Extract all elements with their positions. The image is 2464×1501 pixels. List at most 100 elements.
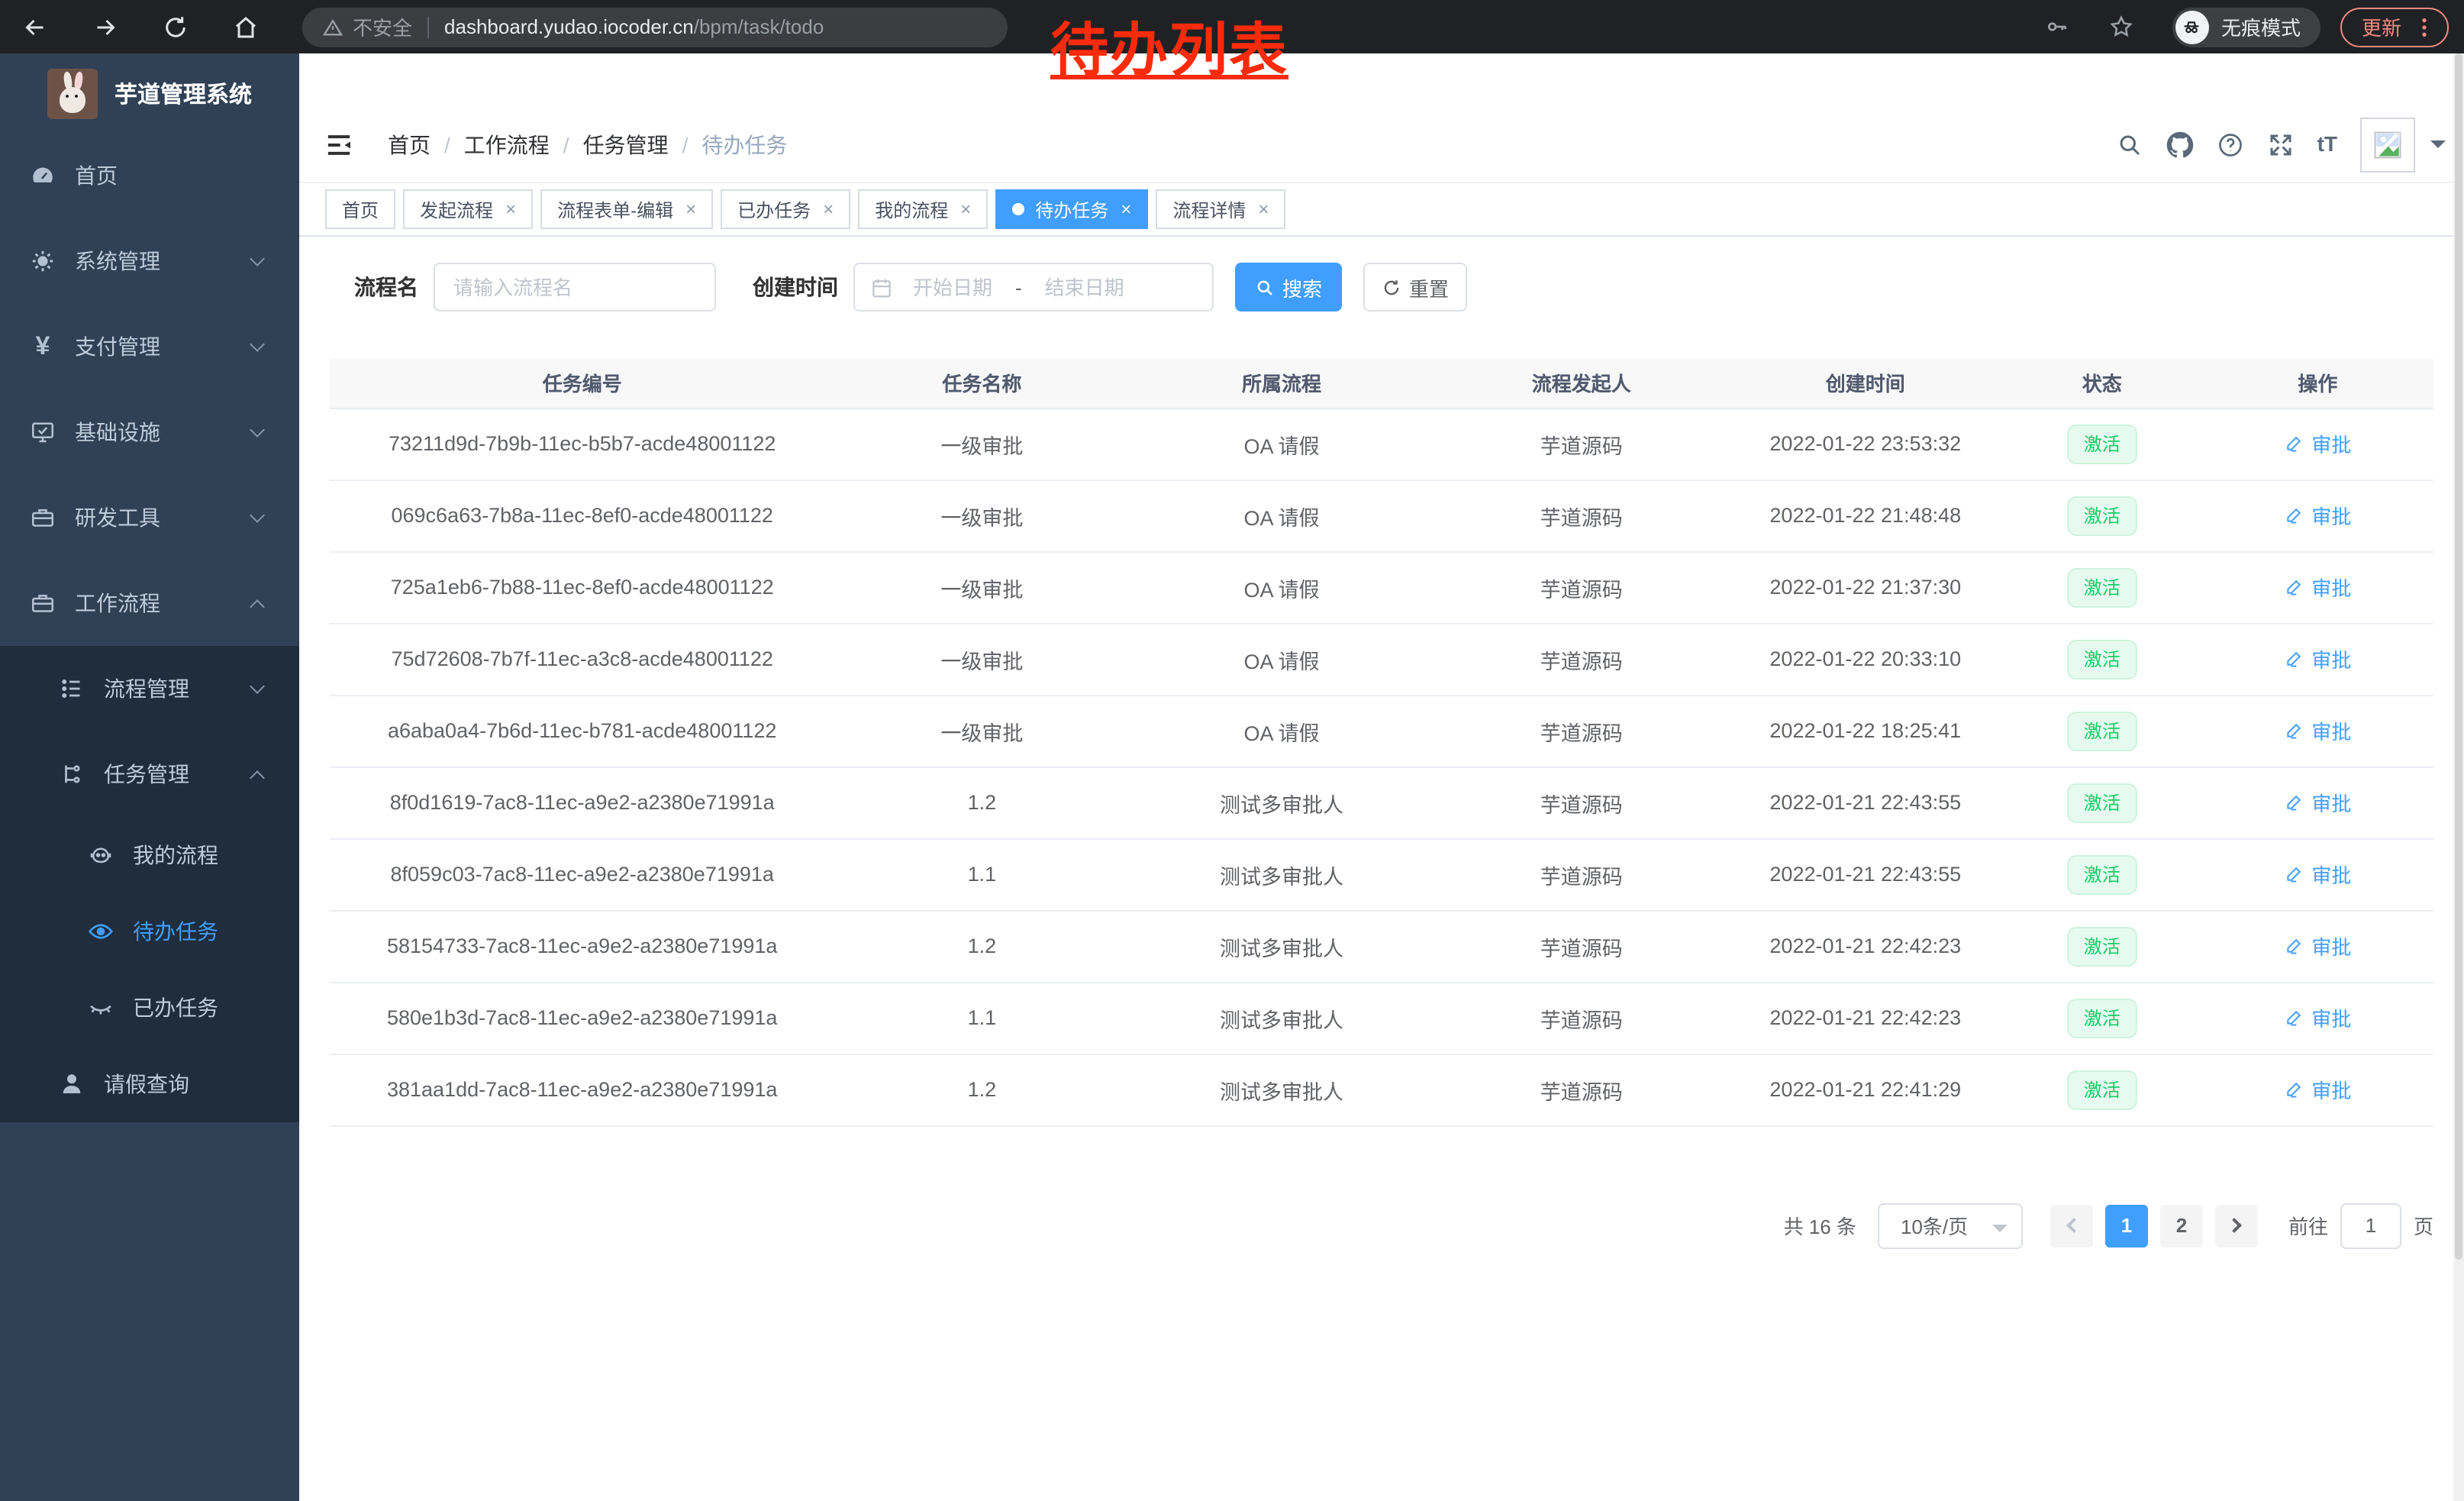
date-range-picker[interactable]: -: [853, 263, 1214, 311]
end-date-input[interactable]: [1024, 276, 1144, 299]
breadcrumb-task-management[interactable]: 任务管理: [582, 132, 669, 157]
approve-link[interactable]: 审批: [2284, 716, 2351, 745]
chevron-up-icon: [250, 599, 265, 615]
tab-close-icon[interactable]: ×: [1121, 199, 1132, 220]
tab-todo-tasks[interactable]: 待办任务 ×: [995, 189, 1149, 229]
avatar[interactable]: [2360, 117, 2415, 172]
approve-link[interactable]: 审批: [2284, 860, 2351, 889]
process-cell: OA 请假: [1129, 551, 1434, 624]
breadcrumb-workflow[interactable]: 工作流程: [463, 132, 550, 157]
page-button-1[interactable]: 1: [2104, 1204, 2148, 1247]
col-task-id: 任务编号: [330, 359, 835, 408]
home-icon[interactable]: [232, 13, 260, 40]
sidebar-item-done-tasks[interactable]: 已办任务: [0, 970, 299, 1046]
time-cell: 2022-01-21 22:43:55: [1728, 767, 2002, 839]
task-id-cell: 58154733-7ac8-11ec-a9e2-a2380e71991a: [330, 910, 835, 983]
table-row: 75d72608-7b7f-11ec-a3c8-acde48001122 一级审…: [330, 623, 2433, 696]
approve-link[interactable]: 审批: [2284, 1075, 2351, 1104]
sidebar-item-todo-tasks[interactable]: 待办任务: [0, 893, 299, 970]
back-icon[interactable]: [21, 13, 49, 40]
incognito-label: 无痕模式: [2221, 17, 2301, 40]
goto-suffix: 页: [2413, 1215, 2433, 1238]
action-cell: 审批: [2201, 695, 2433, 767]
start-date-input[interactable]: [893, 276, 1012, 299]
status-badge: 激活: [2066, 783, 2137, 822]
collapse-sidebar-icon[interactable]: [324, 129, 354, 160]
status-cell: 激活: [2001, 479, 2202, 552]
sidebar-item-payment-management[interactable]: 支付管理: [0, 304, 299, 389]
approve-link[interactable]: 审批: [2284, 1003, 2351, 1032]
tab-my-process[interactable]: 我的流程 ×: [858, 189, 989, 229]
update-button[interactable]: 更新: [2340, 7, 2449, 47]
status-cell: 激活: [2001, 838, 2202, 911]
sidebar-item-task-management[interactable]: 任务管理: [0, 731, 299, 817]
scrollbar-thumb[interactable]: [2455, 53, 2462, 1260]
approve-link[interactable]: 审批: [2284, 788, 2351, 817]
approve-link[interactable]: 审批: [2284, 644, 2351, 673]
chevron-up-icon: [250, 770, 265, 786]
tab-close-icon[interactable]: ×: [1258, 199, 1269, 220]
sidebar-item-system-management[interactable]: 系统管理: [0, 218, 299, 304]
breadcrumb-home[interactable]: 首页: [388, 132, 431, 157]
approve-link[interactable]: 审批: [2284, 931, 2351, 960]
kebab-menu-icon[interactable]: [2412, 15, 2437, 39]
time-cell: 2022-01-22 20:33:10: [1728, 623, 2002, 696]
search-button[interactable]: 搜索: [1235, 263, 1342, 311]
status-cell: 激活: [2001, 982, 2202, 1054]
goto-page-input[interactable]: [2340, 1202, 2401, 1248]
tab-home[interactable]: 首页: [325, 189, 396, 229]
starter-cell: 芋道源码: [1434, 408, 1729, 480]
help-icon[interactable]: [2217, 131, 2244, 158]
sidebar-item-leave-query[interactable]: 请假查询: [0, 1046, 299, 1122]
col-status: 状态: [2001, 359, 2202, 408]
status-badge: 激活: [2066, 854, 2137, 894]
tab-close-icon[interactable]: ×: [685, 199, 697, 220]
tab-close-icon[interactable]: ×: [823, 199, 834, 220]
col-process: 所属流程: [1129, 359, 1434, 408]
approve-link[interactable]: 审批: [2284, 573, 2351, 602]
task-id-cell: 8f059c03-7ac8-11ec-a9e2-a2380e71991a: [330, 838, 835, 911]
task-name-cell: 一级审批: [834, 623, 1130, 696]
fullscreen-icon[interactable]: [2267, 131, 2295, 158]
reload-icon[interactable]: [162, 13, 189, 40]
font-size-icon[interactable]: tT: [2317, 131, 2337, 155]
tab-process-detail[interactable]: 流程详情 ×: [1156, 189, 1286, 229]
key-icon[interactable]: [2044, 14, 2070, 40]
sidebar: 芋道管理系统 首页 系统管理 支付管理 基础设施: [0, 53, 299, 1501]
page-button-2[interactable]: 2: [2159, 1204, 2203, 1247]
page-scrollbar[interactable]: [2453, 53, 2464, 1501]
github-icon[interactable]: [2166, 131, 2194, 158]
tab-form-edit[interactable]: 流程表单-编辑 ×: [540, 189, 714, 229]
prev-page-button[interactable]: [2050, 1204, 2093, 1247]
search-icon[interactable]: [2116, 131, 2143, 158]
table-row: a6aba0a4-7b6d-11ec-b781-acde48001122 一级审…: [330, 695, 2433, 767]
tab-done-tasks[interactable]: 已办任务 ×: [721, 189, 851, 229]
task-id-cell: a6aba0a4-7b6d-11ec-b781-acde48001122: [330, 695, 835, 767]
task-name-cell: 1.1: [834, 982, 1130, 1054]
process-name-input[interactable]: [434, 263, 716, 311]
sidebar-item-process-management[interactable]: 流程管理: [0, 646, 299, 731]
sidebar-item-infrastructure[interactable]: 基础设施: [0, 389, 299, 475]
sidebar-item-home[interactable]: 首页: [0, 133, 299, 218]
dropdown-caret-icon[interactable]: [2430, 140, 2446, 156]
tab-close-icon[interactable]: ×: [505, 199, 517, 220]
sidebar-item-workflow[interactable]: 工作流程: [0, 560, 299, 646]
forward-icon[interactable]: [92, 13, 119, 40]
address-bar[interactable]: 不安全 dashboard.yudao.iocoder.cn /bpm/task…: [302, 7, 1008, 47]
refresh-icon: [1384, 279, 1399, 295]
tab-close-icon[interactable]: ×: [960, 199, 972, 220]
sidebar-item-dev-tools[interactable]: 研发工具: [0, 475, 299, 560]
next-page-button[interactable]: [2214, 1204, 2258, 1247]
task-id-cell: 75d72608-7b7f-11ec-a3c8-acde48001122: [330, 623, 835, 696]
approve-link[interactable]: 审批: [2284, 429, 2351, 458]
tab-start-process[interactable]: 发起流程 ×: [403, 189, 534, 229]
url-path: /bpm/task/todo: [693, 15, 824, 38]
reset-button[interactable]: 重置: [1363, 263, 1467, 311]
sidebar-item-my-process[interactable]: 我的流程: [0, 817, 299, 893]
approve-link[interactable]: 审批: [2284, 501, 2351, 530]
process-cell: 测试多审批人: [1129, 838, 1434, 911]
star-icon[interactable]: [2108, 14, 2134, 40]
table-row: 580e1b3d-7ac8-11ec-a9e2-a2380e71991a 1.1…: [330, 982, 2433, 1054]
status-cell: 激活: [2001, 551, 2202, 624]
page-size-select[interactable]: 10条/页: [1877, 1202, 2023, 1248]
